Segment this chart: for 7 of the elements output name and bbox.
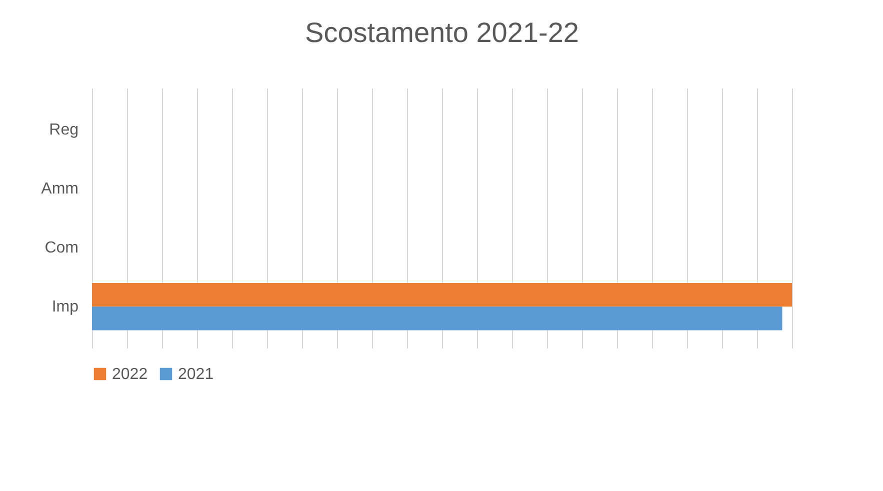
chart-title: Scostamento 2021-22	[305, 17, 579, 48]
y-tick-label: Imp	[52, 298, 79, 316]
y-tick-label: Com	[44, 240, 78, 257]
y-tick-label: Amm	[41, 180, 78, 198]
y-tick-label: Reg	[49, 121, 78, 138]
legend-label: 2021	[178, 366, 214, 383]
legend-label: 2022	[112, 366, 148, 383]
